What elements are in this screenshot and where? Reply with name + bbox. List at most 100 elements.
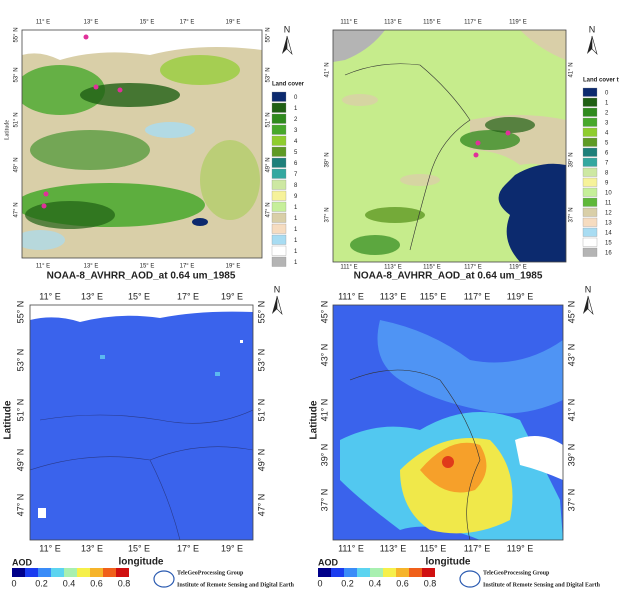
- legend-label: 1: [294, 238, 298, 244]
- y-tick-label: 49° N: [15, 449, 25, 472]
- x-tick-label: 119° E: [509, 20, 527, 26]
- legend-label: 1: [605, 101, 609, 107]
- map-frame: [21, 29, 263, 259]
- logo-text: TeleGeoProcessing Group: [483, 570, 550, 576]
- x-tick-label: 15° E: [128, 291, 150, 301]
- colorbar-segment: [25, 568, 38, 577]
- x-tick-label: 13° E: [84, 20, 99, 26]
- legend-swatch: [271, 256, 287, 267]
- legend-label: 7: [294, 172, 298, 178]
- legend-label: 5: [605, 141, 609, 147]
- legend-label: 8: [294, 183, 298, 189]
- colorbar-title: AOD: [318, 557, 339, 567]
- y-tick-label: 51° N: [14, 112, 20, 127]
- colorbar-label: 0.2: [35, 578, 48, 588]
- x-tick-label: 15° E: [140, 20, 155, 26]
- north-arrow: [276, 295, 283, 316]
- legend-label: 4: [605, 131, 609, 137]
- x-tick-label: 111° E: [338, 291, 364, 301]
- x-axis-label: longitude: [426, 557, 471, 568]
- x-tick-label: 111° E: [340, 20, 357, 26]
- colorbar-segment: [51, 568, 64, 577]
- y-tick-label: 49° N: [14, 157, 20, 172]
- legend-label: 7: [605, 161, 609, 167]
- x-tick-label: 119° E: [507, 543, 533, 553]
- y-tick-label: 39° N: [566, 444, 576, 467]
- colorbar-segment: [77, 568, 90, 577]
- colorbar-segment: [64, 568, 77, 577]
- aod-map-europe: [30, 305, 253, 540]
- x-tick-label: 19° E: [226, 264, 241, 270]
- y-tick-label: 39° N: [569, 152, 575, 167]
- x-tick-label: 117° E: [464, 291, 490, 301]
- y-tick-label: 55° N: [266, 27, 272, 42]
- legend-swatch: [271, 157, 287, 168]
- y-tick-label: 49° N: [256, 449, 266, 472]
- legend-swatch: [271, 223, 287, 234]
- x-tick-label: 11° E: [36, 20, 50, 26]
- x-tick-label: 115° E: [420, 291, 446, 301]
- legend-swatch: [271, 124, 287, 135]
- panel-title: NOAA-8_AVHRR_AOD_at 0.64 um_1985: [354, 271, 543, 282]
- x-tick-label: 15° E: [140, 264, 155, 270]
- legend-label: 15: [605, 241, 612, 247]
- logo: [459, 570, 481, 588]
- y-tick-label: 39° N: [319, 444, 329, 467]
- legend-swatch: [271, 234, 287, 245]
- legend-label: 11: [605, 201, 612, 207]
- legend-swatch: [582, 147, 598, 157]
- y-tick-label: 47° N: [14, 202, 20, 217]
- legend-swatch: [582, 107, 598, 117]
- colorbar-title: AOD: [12, 557, 33, 567]
- map-frame: [332, 29, 567, 263]
- y-tick-label: 51° N: [15, 399, 25, 422]
- y-tick-label: 53° N: [15, 349, 25, 372]
- y-tick-label: 37° N: [566, 489, 576, 512]
- x-tick-label: 119° E: [507, 291, 533, 301]
- x-tick-label: 11° E: [39, 291, 60, 301]
- x-tick-label: 115° E: [423, 265, 441, 271]
- colorbar-label: 0: [11, 578, 16, 588]
- y-tick-label: 43° N: [319, 344, 329, 367]
- legend-swatch: [271, 113, 287, 124]
- legend-swatch: [582, 187, 598, 197]
- panel-title: NOAA-8_AVHRR_AOD_at 0.64 um_1985: [47, 271, 236, 282]
- legend-swatch: [271, 190, 287, 201]
- x-tick-label: 115° E: [423, 20, 441, 26]
- x-tick-label: 13° E: [81, 291, 103, 301]
- map-frame: [332, 304, 564, 541]
- logo-text: TeleGeoProcessing Group: [177, 570, 244, 576]
- north-arrow: [587, 36, 592, 54]
- colorbar-label: 0.2: [341, 578, 354, 588]
- y-tick-label: 51° N: [256, 399, 266, 422]
- x-tick-label: 17° E: [180, 264, 195, 270]
- legend-swatch: [582, 177, 598, 187]
- y-tick-label: 37° N: [325, 207, 331, 222]
- legend-label: 0: [605, 91, 609, 97]
- legend-label: 16: [605, 251, 612, 257]
- x-tick-label: 113° E: [380, 291, 406, 301]
- x-tick-label: 117° E: [464, 265, 482, 271]
- x-tick-label: 117° E: [464, 20, 482, 26]
- y-tick-label: 43° N: [566, 344, 576, 367]
- colorbar-label: 0.4: [369, 578, 382, 588]
- logo-text: Institute of Remote Sensing and Digital …: [177, 582, 295, 588]
- x-tick-label: 115° E: [420, 543, 446, 553]
- y-axis-label: Latitude: [3, 400, 14, 439]
- colorbar-segment: [90, 568, 103, 577]
- y-tick-label: 47° N: [266, 202, 272, 217]
- legend-label: 2: [605, 111, 609, 117]
- colorbar-label: 0.6: [396, 578, 409, 588]
- x-tick-label: 111° E: [340, 265, 357, 271]
- legend-label: 2: [294, 117, 298, 123]
- legend-swatch: [582, 137, 598, 147]
- y-tick-label: 47° N: [256, 494, 266, 517]
- legend-swatch: [582, 117, 598, 127]
- legend-swatch: [582, 227, 598, 237]
- north-arrow: [286, 35, 293, 56]
- x-tick-label: 17° E: [177, 543, 199, 553]
- x-tick-label: 117° E: [464, 543, 490, 553]
- x-tick-label: 19° E: [221, 291, 243, 301]
- colorbar-segment: [116, 568, 129, 577]
